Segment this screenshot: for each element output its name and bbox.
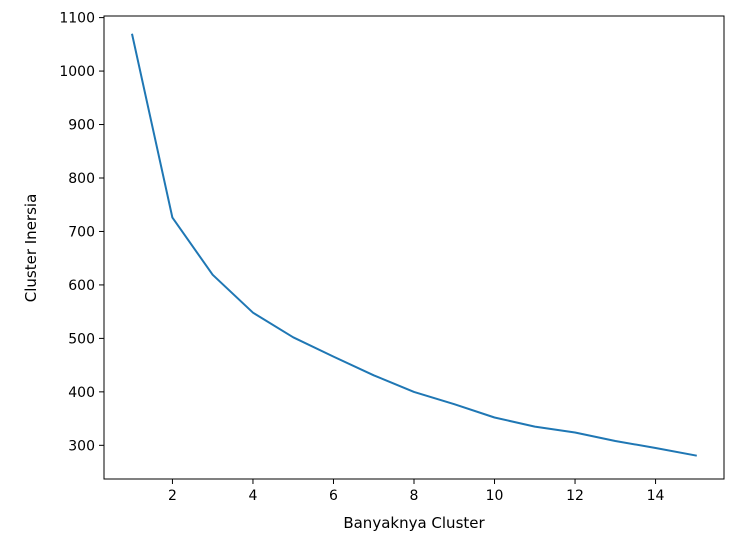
x-tick-label: 6 <box>329 488 338 504</box>
y-tick-label: 1100 <box>59 11 95 27</box>
plot-frame <box>103 15 725 480</box>
x-tick-label: 10 <box>486 488 504 504</box>
x-axis: 2 4 6 8 10 12 14 <box>168 479 665 504</box>
plot-area <box>103 15 725 480</box>
y-axis-label: Cluster Inersia <box>22 194 40 303</box>
y-tick-label: 400 <box>68 385 95 401</box>
y-tick-label: 800 <box>68 171 95 187</box>
y-axis: 300 400 500 600 700 800 900 1000 1100 <box>59 11 104 454</box>
x-tick-label: 4 <box>249 488 258 504</box>
x-tick-label: 2 <box>168 488 177 504</box>
series-line <box>131 33 697 457</box>
x-tick-label: 8 <box>410 488 419 504</box>
y-tick-label: 700 <box>68 224 95 240</box>
y-tick-label: 1000 <box>59 64 95 80</box>
x-tick-label: 14 <box>647 488 665 504</box>
series-group <box>131 33 697 457</box>
y-tick-label: 500 <box>68 331 95 347</box>
x-axis-label: Banyaknya Cluster <box>343 514 485 532</box>
x-tick-label: 12 <box>566 488 584 504</box>
y-tick-label: 300 <box>68 438 95 454</box>
y-tick-label: 600 <box>68 278 95 294</box>
y-tick-label: 900 <box>68 118 95 134</box>
